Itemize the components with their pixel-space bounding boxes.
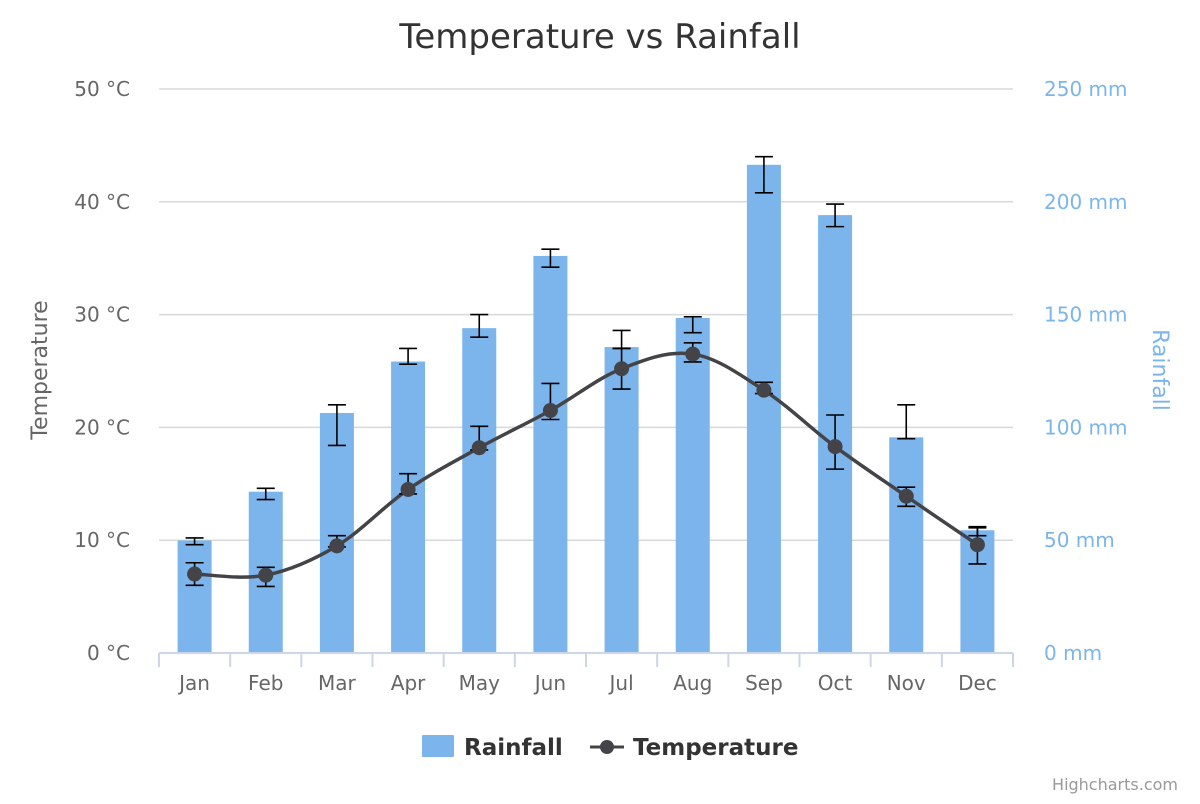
legend-rainfall-label: Rainfall: [464, 735, 563, 761]
y-right-tick-label: 50 mm: [1044, 528, 1115, 552]
y-axis-left-title: Temperature: [28, 300, 53, 440]
y-left-tick-label: 10 °C: [74, 528, 130, 552]
chart-title: Temperature vs Rainfall: [398, 17, 800, 57]
rainfall-error-bar: [256, 487, 275, 501]
rainfall-error-bars: [185, 155, 987, 546]
x-axis: Jan Feb Mar Apr May Jun Jul Aug Sep Oct Nov Dec: [158, 652, 1014, 695]
rainfall-error-bar: [754, 155, 773, 194]
rainfall-bar[interactable]: [462, 328, 497, 653]
x-tick-label: Dec: [958, 671, 997, 695]
rainfall-bar[interactable]: [391, 361, 426, 653]
x-tick-label: Jan: [177, 671, 210, 695]
rainfall-bar[interactable]: [604, 347, 639, 653]
temperature-point[interactable]: [400, 481, 416, 497]
x-tick-label: Nov: [887, 671, 926, 695]
temperature-point[interactable]: [685, 346, 701, 362]
temperature-point[interactable]: [542, 402, 558, 418]
temperature-point[interactable]: [898, 488, 914, 504]
legend-temperature-label: Temperature: [633, 735, 798, 761]
y-right-tick-label: 100 mm: [1044, 415, 1128, 439]
rainfall-error-bar: [897, 404, 916, 440]
temperature-series: [194, 351, 979, 579]
x-tick-label: Apr: [391, 671, 426, 695]
temperature-point[interactable]: [827, 439, 843, 455]
temperature-point[interactable]: [187, 566, 203, 582]
y-axis-right: 0 mm 50 mm 100 mm 150 mm 200 mm 250 mm: [1044, 77, 1128, 665]
y-right-tick-label: 150 mm: [1044, 303, 1128, 327]
rainfall-bar[interactable]: [889, 437, 924, 653]
rainfall-error-bar: [541, 248, 560, 269]
rainfall-error-bar: [399, 347, 418, 366]
x-tick-label: Sep: [745, 671, 783, 695]
x-tick-label: Aug: [673, 671, 712, 695]
y-left-tick-label: 20 °C: [74, 415, 130, 439]
legend-item-rainfall[interactable]: Rainfall: [422, 735, 563, 761]
y-left-tick-label: 40 °C: [74, 190, 130, 214]
x-tick-label: May: [459, 671, 501, 695]
rainfall-bar[interactable]: [746, 164, 781, 653]
temperature-point[interactable]: [471, 440, 487, 456]
temperature-point[interactable]: [329, 538, 345, 554]
legend-temperature-marker: [600, 740, 614, 754]
temperature-point[interactable]: [614, 361, 630, 377]
legend[interactable]: Rainfall Temperature: [422, 735, 798, 761]
rainfall-error-bar: [826, 203, 845, 228]
rainfall-error-bar: [327, 404, 346, 447]
x-tick-label: Oct: [818, 671, 853, 695]
rainfall-error-bar: [683, 316, 702, 334]
temperature-point[interactable]: [969, 537, 985, 553]
temperature-point[interactable]: [258, 567, 274, 583]
credits-link[interactable]: Highcharts.com: [1052, 775, 1178, 794]
legend-item-temperature[interactable]: Temperature: [590, 735, 798, 761]
x-tick-label: Jun: [533, 671, 566, 695]
legend-rainfall-swatch: [422, 735, 454, 757]
rainfall-error-bar: [185, 537, 204, 546]
grid-lines: [159, 88, 1013, 541]
y-right-tick-label: 200 mm: [1044, 190, 1128, 214]
rainfall-bar[interactable]: [177, 540, 212, 653]
rainfall-bar[interactable]: [319, 412, 354, 653]
temperature-error-bars: [185, 341, 987, 588]
rainfall-bars: [177, 164, 995, 653]
rainfall-bar[interactable]: [533, 255, 568, 653]
y-right-tick-label: 250 mm: [1044, 77, 1128, 101]
temperature-point[interactable]: [756, 382, 772, 398]
rainfall-error-bar: [612, 329, 631, 350]
temperature-points: [187, 346, 985, 583]
x-tick-label: Feb: [248, 671, 283, 695]
y-left-tick-label: 0 °C: [87, 641, 130, 665]
y-axis-right-title: Rainfall: [1147, 329, 1172, 411]
y-right-tick-label: 0 mm: [1044, 641, 1102, 665]
y-axis-left: 0 °C 10 °C 20 °C 30 °C 40 °C 50 °C: [74, 77, 130, 665]
rainfall-bar[interactable]: [675, 317, 710, 653]
x-tick-label: Mar: [318, 671, 357, 695]
rainfall-error-bar: [470, 313, 489, 338]
y-left-tick-label: 30 °C: [74, 303, 130, 327]
y-left-tick-label: 50 °C: [74, 77, 130, 101]
temperature-line[interactable]: [194, 351, 979, 579]
x-tick-label: Jul: [608, 671, 634, 695]
